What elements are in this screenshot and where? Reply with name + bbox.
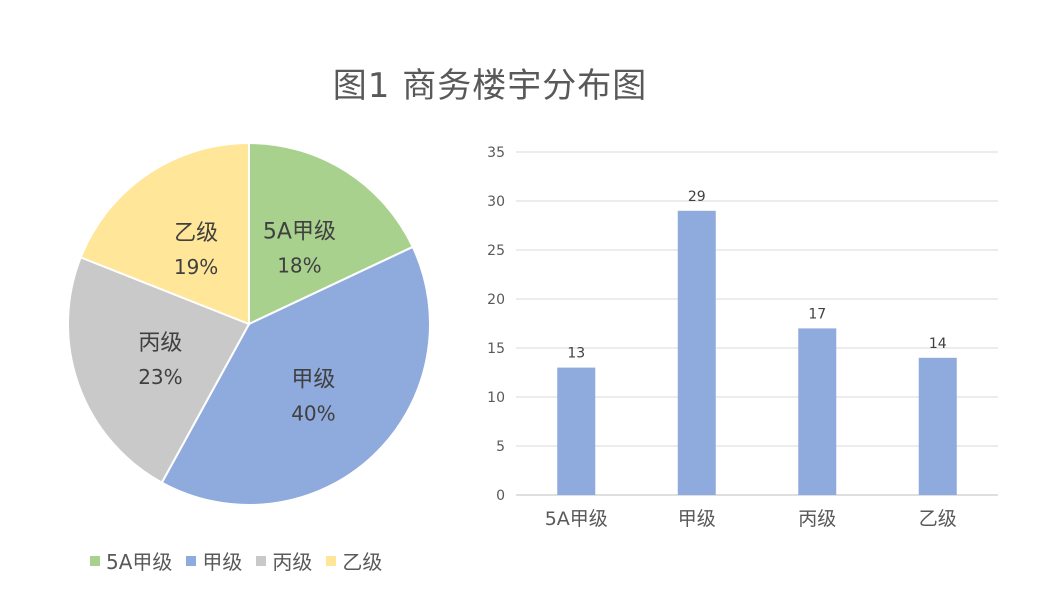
- pie-slice: [79, 141, 250, 326]
- pie-slice: [160, 245, 431, 506]
- y-tick-label: 5: [496, 439, 505, 455]
- pie-slice-label: 5A甲级: [263, 220, 336, 245]
- bar: [557, 367, 596, 495]
- x-tick-label: 5A甲级: [545, 508, 608, 530]
- chart-title: 图1 商务楼宇分布图: [332, 66, 648, 106]
- pie-chart: 5A甲级 18% 甲级 40% 丙级 23% 乙级 19%: [67, 141, 431, 506]
- legend-entry: 丙级: [256, 546, 312, 575]
- bar: [798, 328, 837, 495]
- y-tick-label: 25: [487, 243, 505, 259]
- legend-label: 5A甲级: [106, 550, 173, 574]
- legend-label: 乙级: [342, 550, 383, 574]
- bar-data-label: 17: [808, 306, 826, 322]
- y-tick-label: 35: [487, 145, 505, 161]
- legend-entry: 甲级: [186, 546, 242, 575]
- legend-swatch: [90, 555, 100, 566]
- bar-data-label: 14: [929, 336, 947, 352]
- x-tick-label: 乙级: [919, 508, 957, 530]
- pie-slice: [248, 141, 415, 326]
- pie-slice-label: 甲级: [291, 368, 335, 393]
- x-tick-label: 甲级: [678, 508, 716, 530]
- legend-entry: 5A甲级: [90, 546, 172, 575]
- y-tick-label: 10: [487, 390, 505, 406]
- bar-data-label: 29: [688, 189, 706, 205]
- y-tick-label: 20: [487, 292, 505, 308]
- pie-legend: 5A甲级 甲级 丙级 乙级: [90, 546, 396, 575]
- y-tick-label: 15: [487, 341, 505, 357]
- x-tick-label: 丙级: [798, 508, 836, 530]
- pie-slice-value: 18%: [277, 254, 321, 278]
- bar: [918, 357, 957, 495]
- bar-data-label: 13: [567, 346, 585, 362]
- bar: [677, 210, 716, 496]
- legend-label: 丙级: [272, 550, 313, 574]
- pie-slice-value: 40%: [291, 402, 335, 426]
- pie-slice: [67, 256, 251, 484]
- y-tick-label: 0: [496, 488, 505, 504]
- legend-label: 甲级: [202, 550, 243, 574]
- pie-slice-label: 乙级: [174, 221, 218, 246]
- legend-entry: 乙级: [326, 546, 382, 575]
- pie-slice-label: 丙级: [138, 331, 182, 356]
- y-tick-label: 30: [487, 194, 505, 210]
- pie-slice-value: 19%: [174, 255, 218, 279]
- legend-swatch: [256, 555, 267, 566]
- pie-slice-value: 23%: [138, 365, 182, 389]
- bar-chart: 0 5 10 15 20 25 30 35 13 5A甲级 29 甲级 17 丙级 14 乙级: [487, 145, 998, 530]
- legend-swatch: [326, 555, 337, 566]
- legend-swatch: [186, 555, 197, 566]
